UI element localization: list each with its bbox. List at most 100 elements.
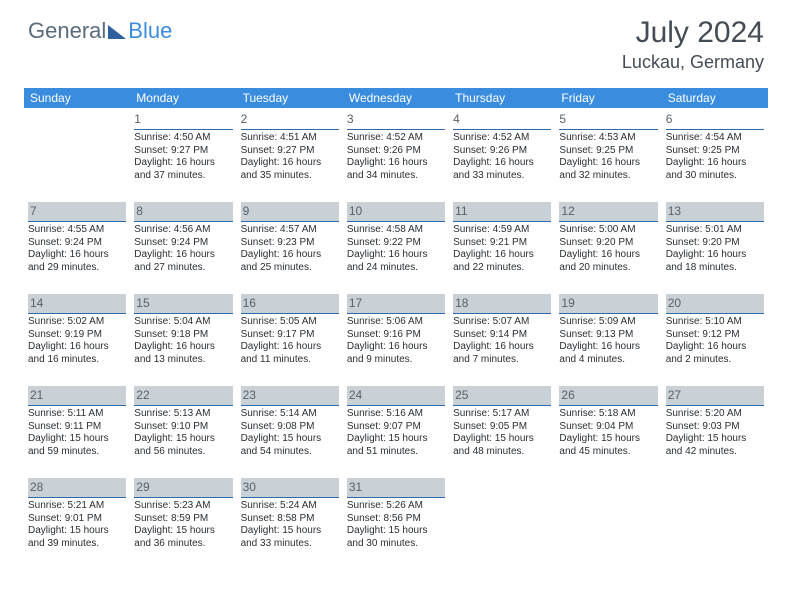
daylight-text-1: Daylight: 15 hours [28,525,126,538]
day-details: Sunrise: 5:11 AMSunset: 9:11 PMDaylight:… [28,408,126,458]
daylight-text-1: Daylight: 16 hours [28,249,126,262]
sunrise-text: Sunrise: 4:59 AM [453,224,551,237]
day-number: 17 [349,296,362,310]
sunset-text: Sunset: 9:14 PM [453,329,551,342]
day-details: Sunrise: 4:51 AMSunset: 9:27 PMDaylight:… [241,132,339,182]
day-details: Sunrise: 5:14 AMSunset: 9:08 PMDaylight:… [241,408,339,458]
sunset-text: Sunset: 9:27 PM [241,145,339,158]
day-details: Sunrise: 4:57 AMSunset: 9:23 PMDaylight:… [241,224,339,274]
logo-triangle-icon [108,25,126,39]
column-header: Friday [555,88,661,108]
day-details: Sunrise: 5:05 AMSunset: 9:17 PMDaylight:… [241,316,339,366]
sunset-text: Sunset: 9:13 PM [559,329,657,342]
calendar-cell [662,476,768,568]
daylight-text-2: and 33 minutes. [241,538,339,551]
day-number: 5 [559,112,566,126]
day-details: Sunrise: 4:50 AMSunset: 9:27 PMDaylight:… [134,132,232,182]
daylight-text-2: and 7 minutes. [453,354,551,367]
sunset-text: Sunset: 9:24 PM [134,237,232,250]
calendar-cell: 14Sunrise: 5:02 AMSunset: 9:19 PMDayligh… [24,292,130,384]
calendar-cell: 26Sunrise: 5:18 AMSunset: 9:04 PMDayligh… [555,384,661,476]
daylight-text-2: and 51 minutes. [347,446,445,459]
sunset-text: Sunset: 9:26 PM [453,145,551,158]
sunrise-text: Sunrise: 4:53 AM [559,132,657,145]
day-number: 9 [243,204,250,218]
calendar-cell: 6 Sunrise: 4:54 AMSunset: 9:25 PMDaylight… [662,108,768,200]
sunrise-text: Sunrise: 5:06 AM [347,316,445,329]
day-details: Sunrise: 4:54 AMSunset: 9:25 PMDaylight:… [666,132,764,182]
daylight-text-2: and 39 minutes. [28,538,126,551]
daylight-text-2: and 24 minutes. [347,262,445,275]
sunrise-text: Sunrise: 5:04 AM [134,316,232,329]
day-number: 12 [561,204,574,218]
calendar-cell: 18Sunrise: 5:07 AMSunset: 9:14 PMDayligh… [449,292,555,384]
daylight-text-2: and 33 minutes. [453,170,551,183]
day-number: 28 [30,480,43,494]
calendar-cell: 23Sunrise: 5:14 AMSunset: 9:08 PMDayligh… [237,384,343,476]
day-number: 26 [561,388,574,402]
sunrise-text: Sunrise: 5:24 AM [241,500,339,513]
daylight-text-2: and 34 minutes. [347,170,445,183]
sunset-text: Sunset: 9:21 PM [453,237,551,250]
calendar-cell: 2Sunrise: 4:51 AMSunset: 9:27 PMDaylight… [237,108,343,200]
daylight-text-1: Daylight: 16 hours [559,341,657,354]
calendar-cell: 19 Sunrise: 5:09 AMSunset: 9:13 PMDayligh… [555,292,661,384]
daylight-text-1: Daylight: 15 hours [134,433,232,446]
sunset-text: Sunset: 9:22 PM [347,237,445,250]
daylight-text-1: Daylight: 16 hours [241,157,339,170]
day-details: Sunrise: 5:17 AMSunset: 9:05 PMDaylight:… [453,408,551,458]
calendar-cell: 25 Sunrise: 5:17 AMSunset: 9:05 PMDayligh… [449,384,555,476]
daylight-text-1: Daylight: 15 hours [666,433,764,446]
day-number: 3 [347,112,354,126]
day-number: 25 [455,388,468,402]
title-block: July 2024 Luckau, Germany [622,16,764,73]
sunrise-text: Sunrise: 5:09 AM [559,316,657,329]
daylight-text-1: Daylight: 16 hours [134,157,232,170]
calendar-cell: 15 Sunrise: 5:04 AMSunset: 9:18 PMDayligh… [130,292,236,384]
daylight-text-1: Daylight: 16 hours [666,157,764,170]
logo-text-1: General [28,18,106,44]
daylight-text-1: Daylight: 16 hours [347,249,445,262]
daylight-text-1: Daylight: 15 hours [241,525,339,538]
sunrise-text: Sunrise: 5:11 AM [28,408,126,421]
logo: General Blue [28,18,172,44]
sunrise-text: Sunrise: 4:50 AM [134,132,232,145]
column-header: Sunday [24,88,130,108]
day-number: 6 [666,112,673,126]
daylight-text-2: and 37 minutes. [134,170,232,183]
day-number: 19 [561,296,574,310]
day-details: Sunrise: 4:58 AMSunset: 9:22 PMDaylight:… [347,224,445,274]
calendar-cell: 9 Sunrise: 4:57 AMSunset: 9:23 PMDaylight… [237,200,343,292]
day-number: 11 [455,204,467,218]
daylight-text-1: Daylight: 16 hours [134,249,232,262]
sunset-text: Sunset: 9:11 PM [28,421,126,434]
day-details: Sunrise: 5:09 AMSunset: 9:13 PMDaylight:… [559,316,657,366]
day-number: 15 [136,296,149,310]
daylight-text-1: Daylight: 16 hours [241,249,339,262]
day-details: Sunrise: 5:04 AMSunset: 9:18 PMDaylight:… [134,316,232,366]
day-number: 14 [30,296,43,310]
day-number: 31 [349,480,362,494]
daylight-text-1: Daylight: 16 hours [347,157,445,170]
sunset-text: Sunset: 9:07 PM [347,421,445,434]
sunrise-text: Sunrise: 4:54 AM [666,132,764,145]
day-details: Sunrise: 4:59 AMSunset: 9:21 PMDaylight:… [453,224,551,274]
calendar-header-row: SundayMondayTuesdayWednesdayThursdayFrid… [24,88,768,108]
sunset-text: Sunset: 9:12 PM [666,329,764,342]
sunrise-text: Sunrise: 5:14 AM [241,408,339,421]
sunrise-text: Sunrise: 5:01 AM [666,224,764,237]
sunrise-text: Sunrise: 4:52 AM [453,132,551,145]
calendar-cell: 5Sunrise: 4:53 AMSunset: 9:25 PMDaylight… [555,108,661,200]
calendar-week-row: 7Sunrise: 4:55 AMSunset: 9:24 PMDaylight… [24,200,768,292]
day-details: Sunrise: 4:56 AMSunset: 9:24 PMDaylight:… [134,224,232,274]
sunset-text: Sunset: 9:05 PM [453,421,551,434]
daylight-text-2: and 30 minutes. [347,538,445,551]
daylight-text-2: and 25 minutes. [241,262,339,275]
sunset-text: Sunset: 9:25 PM [559,145,657,158]
daylight-text-2: and 30 minutes. [666,170,764,183]
sunset-text: Sunset: 9:08 PM [241,421,339,434]
daylight-text-1: Daylight: 15 hours [347,525,445,538]
daylight-text-2: and 35 minutes. [241,170,339,183]
sunset-text: Sunset: 9:20 PM [559,237,657,250]
daylight-text-2: and 29 minutes. [28,262,126,275]
